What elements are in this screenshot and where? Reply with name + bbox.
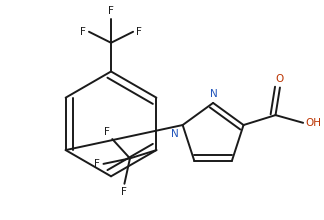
Text: N: N [170, 129, 178, 139]
Text: F: F [136, 27, 142, 37]
Text: F: F [94, 159, 100, 169]
Text: F: F [122, 187, 127, 197]
Text: N: N [210, 88, 218, 99]
Text: OH: OH [305, 118, 321, 128]
Text: F: F [80, 27, 86, 37]
Text: O: O [276, 74, 284, 84]
Text: F: F [104, 127, 110, 137]
Text: F: F [108, 6, 114, 16]
